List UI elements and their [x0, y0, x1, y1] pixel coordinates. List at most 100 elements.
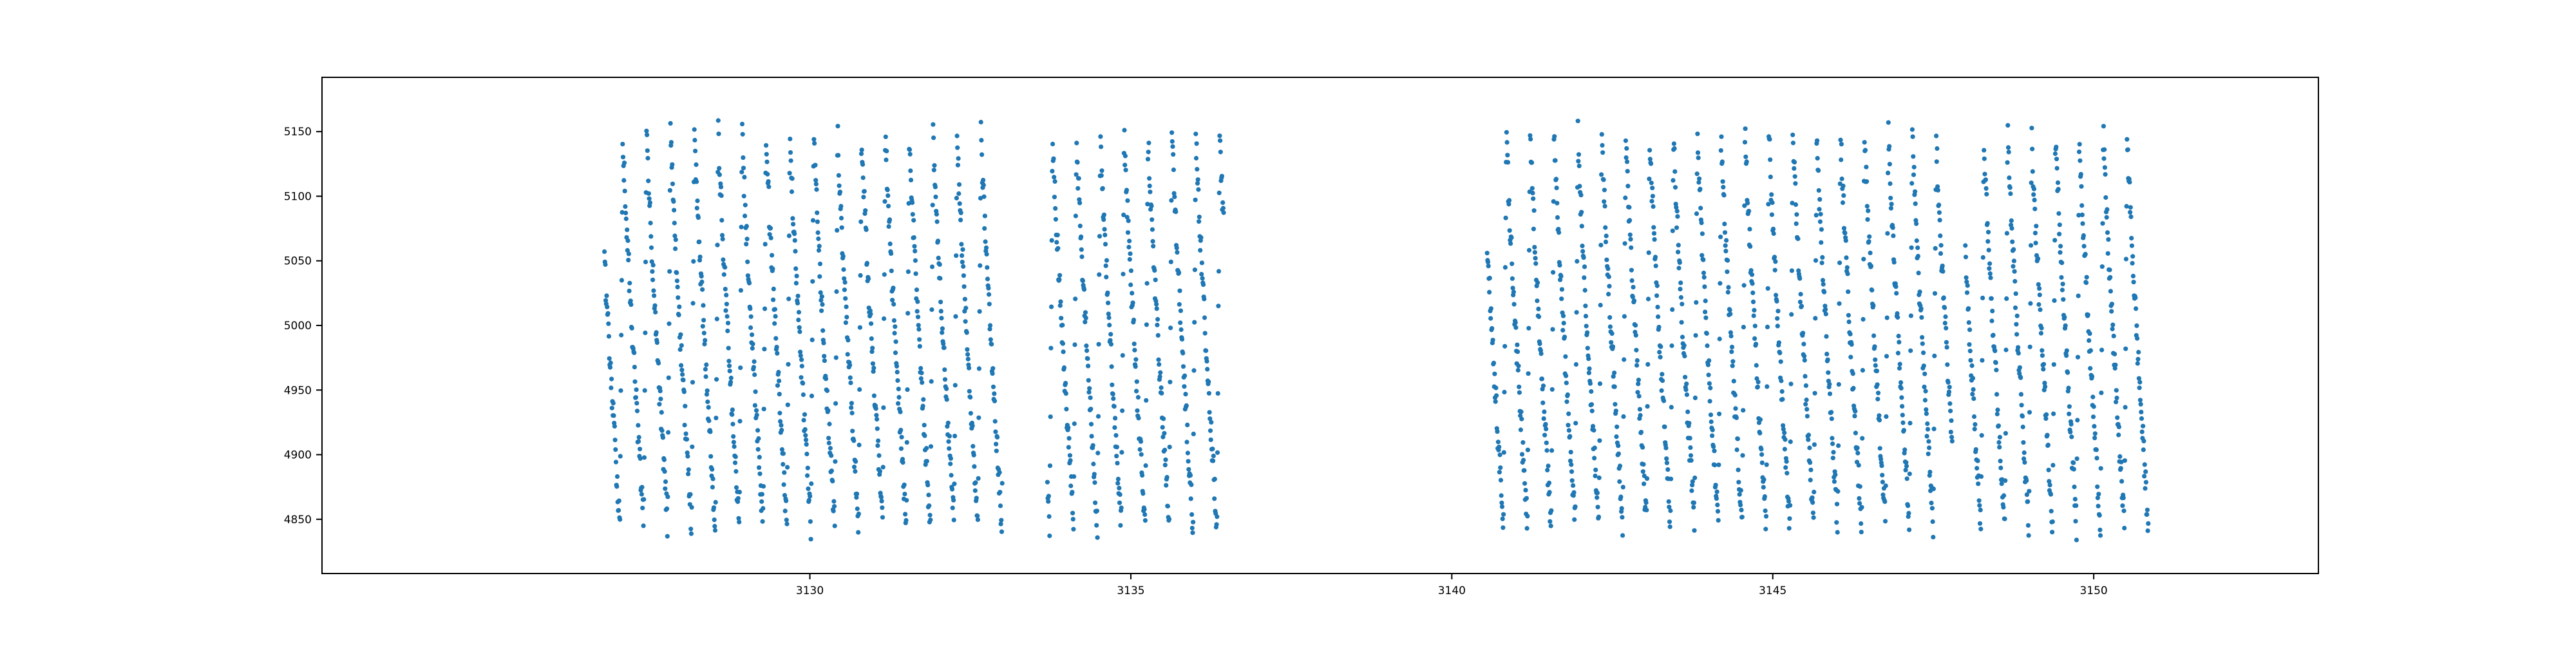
data-point	[1702, 284, 1707, 289]
data-point	[1551, 270, 1556, 275]
data-point	[1524, 526, 1530, 531]
data-point	[1877, 418, 1882, 423]
data-point	[1752, 336, 1757, 342]
data-point	[1180, 364, 1186, 369]
data-point	[1616, 451, 1621, 456]
data-point	[1963, 243, 1968, 248]
data-point	[2056, 187, 2061, 192]
data-point	[1736, 479, 1741, 485]
data-point	[1716, 517, 1721, 523]
data-point	[1725, 289, 1730, 295]
data-point	[1989, 296, 1994, 301]
data-point	[645, 148, 650, 153]
data-point	[1142, 507, 1147, 512]
data-point	[753, 408, 759, 413]
data-point	[786, 362, 791, 367]
data-point	[1674, 225, 1680, 230]
data-point	[1750, 299, 1756, 304]
data-point	[730, 412, 735, 417]
data-point	[994, 449, 999, 454]
data-point	[2059, 275, 2064, 280]
x-tick-label: 3145	[1759, 584, 1786, 597]
data-point	[1085, 356, 1090, 362]
data-point	[685, 454, 690, 459]
data-point	[1769, 192, 1774, 197]
data-point	[1655, 304, 1660, 310]
data-point	[1728, 333, 1734, 339]
data-point	[911, 218, 916, 223]
data-point	[1072, 342, 1077, 347]
data-point	[1829, 416, 1834, 421]
data-point	[659, 410, 664, 415]
data-point	[668, 121, 673, 126]
data-point	[799, 357, 804, 362]
data-point	[1517, 384, 1522, 389]
data-point	[1888, 181, 1893, 186]
data-point	[1613, 401, 1618, 407]
data-point	[875, 417, 880, 422]
data-point	[793, 280, 799, 285]
data-point	[1163, 457, 1168, 463]
data-point	[2026, 533, 2031, 538]
data-point	[645, 132, 650, 137]
data-point	[1649, 180, 1654, 186]
data-point	[1114, 445, 1119, 450]
data-point	[2027, 488, 2032, 494]
data-point	[1839, 176, 1844, 182]
data-point	[1857, 501, 1862, 506]
data-point	[1192, 320, 1197, 325]
data-point	[1754, 342, 1759, 347]
data-point	[924, 446, 929, 451]
data-point	[870, 345, 875, 351]
data-point	[1864, 204, 1870, 209]
data-point	[961, 284, 967, 289]
data-point	[1195, 177, 1200, 182]
data-point	[1919, 315, 1924, 320]
data-point	[1136, 416, 1141, 421]
data-point	[1813, 258, 1819, 263]
data-point	[2007, 175, 2012, 180]
data-point	[1748, 244, 1753, 249]
data-point	[684, 437, 690, 442]
data-point	[1656, 325, 1662, 330]
data-point	[659, 428, 665, 433]
data-point	[2004, 296, 2009, 301]
data-point	[1676, 242, 1681, 247]
data-point	[632, 379, 638, 384]
data-point	[1591, 428, 1596, 433]
data-point	[1742, 203, 1747, 208]
data-point	[849, 401, 854, 406]
data-point	[771, 297, 776, 302]
data-point	[1083, 320, 1088, 325]
data-point	[2094, 456, 2099, 461]
data-point	[1949, 434, 1955, 439]
data-point	[1880, 479, 1885, 485]
data-point	[2032, 206, 2038, 211]
data-point	[1830, 456, 1835, 461]
data-point	[907, 151, 913, 157]
data-point	[2084, 275, 2089, 280]
data-point	[1895, 311, 1900, 316]
data-point	[1047, 463, 1053, 468]
data-point	[674, 270, 679, 275]
data-point	[869, 349, 875, 354]
data-point	[819, 298, 824, 303]
data-point	[1212, 476, 1217, 482]
data-point	[770, 266, 775, 271]
data-point	[737, 419, 743, 424]
data-point	[994, 441, 999, 447]
data-point	[677, 347, 683, 352]
data-point	[1540, 383, 1546, 389]
data-point	[666, 375, 671, 380]
data-point	[742, 175, 747, 180]
data-point	[1206, 379, 1211, 385]
data-point	[1755, 384, 1760, 390]
data-point	[1573, 362, 1578, 367]
data-point	[831, 499, 837, 504]
data-point	[1734, 447, 1739, 452]
data-point	[1150, 238, 1155, 244]
data-point	[1188, 473, 1193, 478]
data-point	[1052, 195, 1057, 200]
data-point	[1501, 525, 1506, 530]
data-point	[1500, 516, 1505, 521]
